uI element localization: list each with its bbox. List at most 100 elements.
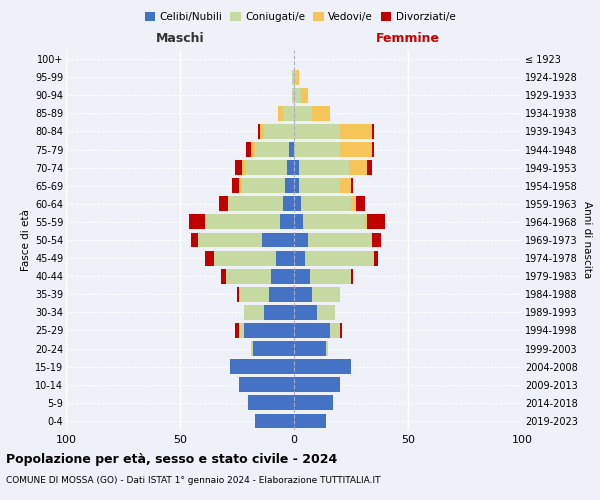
Bar (294, 305, 317, 320)
Bar (340, 124, 371, 139)
Bar (340, 178, 351, 193)
Bar (296, 70, 299, 84)
Bar (255, 414, 294, 428)
Bar (292, 70, 294, 84)
Bar (205, 250, 214, 266)
Bar (294, 341, 326, 356)
Bar (235, 323, 239, 338)
Bar (287, 160, 294, 175)
Bar (294, 106, 312, 121)
Bar (239, 287, 269, 302)
Bar (237, 287, 239, 302)
Bar (312, 287, 340, 302)
Bar (255, 142, 289, 157)
Bar (265, 124, 294, 139)
Bar (248, 396, 294, 410)
Y-axis label: Anni di nascita: Anni di nascita (582, 202, 592, 278)
Bar (294, 269, 310, 283)
Bar (244, 305, 265, 320)
Bar (294, 396, 333, 410)
Y-axis label: Fasce di età: Fasce di età (20, 209, 31, 271)
Bar (365, 214, 367, 230)
Bar (226, 269, 271, 283)
Bar (294, 287, 312, 302)
Bar (239, 178, 242, 193)
Bar (349, 160, 367, 175)
Bar (269, 287, 294, 302)
Bar (230, 359, 294, 374)
Bar (308, 232, 371, 248)
Bar (351, 269, 353, 283)
Bar (294, 142, 340, 157)
Bar (294, 196, 301, 211)
Bar (189, 214, 205, 230)
Bar (283, 196, 294, 211)
Bar (232, 178, 239, 193)
Bar (301, 88, 308, 102)
Bar (374, 250, 379, 266)
Bar (278, 106, 283, 121)
Bar (289, 142, 294, 157)
Bar (221, 269, 226, 283)
Bar (294, 178, 299, 193)
Bar (219, 196, 228, 211)
Bar (356, 196, 365, 211)
Bar (294, 214, 303, 230)
Bar (351, 178, 353, 193)
Bar (299, 178, 340, 193)
Bar (235, 160, 242, 175)
Bar (246, 160, 287, 175)
Bar (251, 341, 253, 356)
Bar (351, 196, 356, 211)
Bar (367, 214, 385, 230)
Text: Popolazione per età, sesso e stato civile - 2024: Popolazione per età, sesso e stato civil… (6, 452, 337, 466)
Bar (294, 70, 296, 84)
Bar (260, 124, 265, 139)
Bar (242, 178, 285, 193)
Bar (294, 359, 351, 374)
Bar (340, 142, 371, 157)
Bar (294, 232, 308, 248)
Bar (214, 250, 276, 266)
Bar (253, 341, 294, 356)
Bar (299, 160, 349, 175)
Bar (294, 88, 301, 102)
Bar (228, 196, 283, 211)
Bar (294, 378, 340, 392)
Bar (371, 232, 380, 248)
Bar (239, 323, 244, 338)
Bar (292, 88, 294, 102)
Bar (262, 232, 294, 248)
Bar (340, 323, 342, 338)
Bar (205, 214, 280, 230)
Bar (257, 124, 260, 139)
Bar (283, 106, 294, 121)
Bar (312, 106, 331, 121)
Bar (301, 196, 351, 211)
Bar (191, 232, 198, 248)
Bar (265, 305, 294, 320)
Bar (317, 305, 335, 320)
Bar (246, 142, 251, 157)
Bar (294, 323, 331, 338)
Text: COMUNE DI MOSSA (GO) - Dati ISTAT 1° gennaio 2024 - Elaborazione TUTTITALIA.IT: COMUNE DI MOSSA (GO) - Dati ISTAT 1° gen… (6, 476, 380, 485)
Bar (294, 160, 299, 175)
Bar (294, 250, 305, 266)
Bar (285, 178, 294, 193)
Bar (305, 250, 374, 266)
Bar (331, 323, 340, 338)
Bar (280, 214, 294, 230)
Bar (251, 142, 255, 157)
Bar (239, 378, 294, 392)
Bar (244, 323, 294, 338)
Text: Maschi: Maschi (155, 32, 205, 44)
Legend: Celibi/Nubili, Coniugati/e, Vedovi/e, Divorziati/e: Celibi/Nubili, Coniugati/e, Vedovi/e, Di… (140, 8, 460, 26)
Bar (371, 124, 374, 139)
Bar (310, 269, 351, 283)
Bar (198, 232, 262, 248)
Bar (367, 160, 371, 175)
Bar (303, 214, 365, 230)
Bar (294, 414, 326, 428)
Text: Femmine: Femmine (376, 32, 440, 44)
Bar (271, 269, 294, 283)
